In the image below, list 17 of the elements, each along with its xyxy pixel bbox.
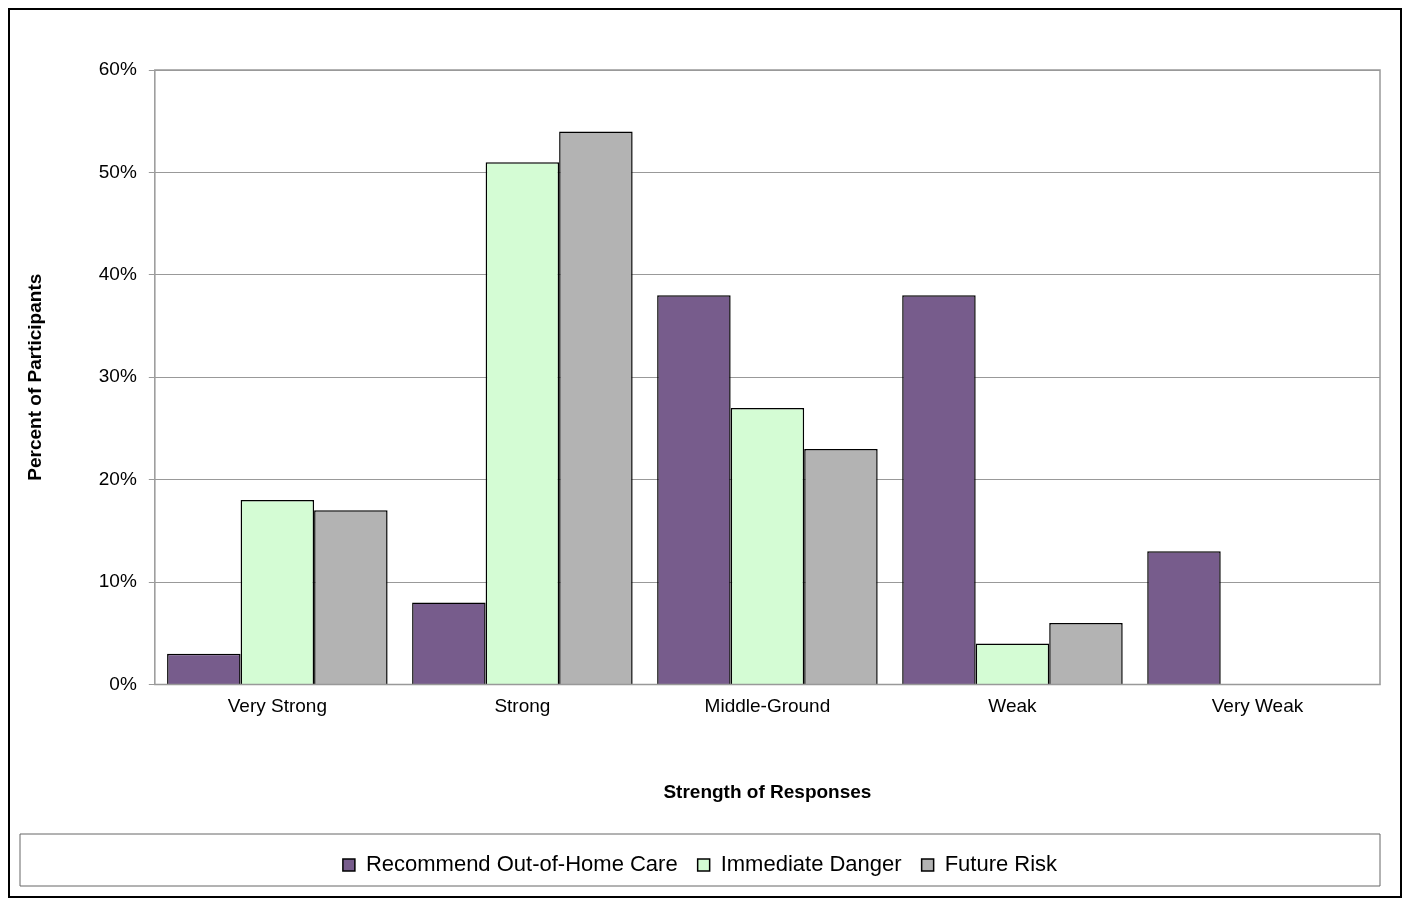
y-tick-label: 10% — [98, 570, 137, 592]
x-tick-label: Very Weak — [1211, 695, 1304, 717]
y-tick-label: 20% — [98, 467, 137, 489]
y-tick-label: 40% — [98, 263, 137, 285]
legend-label: Immediate Danger — [720, 851, 902, 877]
x-tick-label: Very Strong — [227, 695, 327, 717]
x-tick-label: Middle-Ground — [704, 695, 831, 717]
y-axis-title: Percent of Participants — [23, 273, 45, 481]
x-axis-title: Strength of Responses — [663, 780, 872, 802]
y-tick-label: 0% — [109, 672, 137, 694]
y-tick-label: 50% — [98, 160, 137, 182]
x-tick-label: Strong — [494, 695, 551, 717]
y-tick-label: 60% — [98, 58, 137, 80]
legend-label: Future Risk — [944, 851, 1059, 877]
x-tick-label: Weak — [988, 695, 1038, 717]
y-tick-label: 30% — [98, 365, 137, 387]
legend-label: Recommend Out-of-Home Care — [365, 851, 678, 877]
